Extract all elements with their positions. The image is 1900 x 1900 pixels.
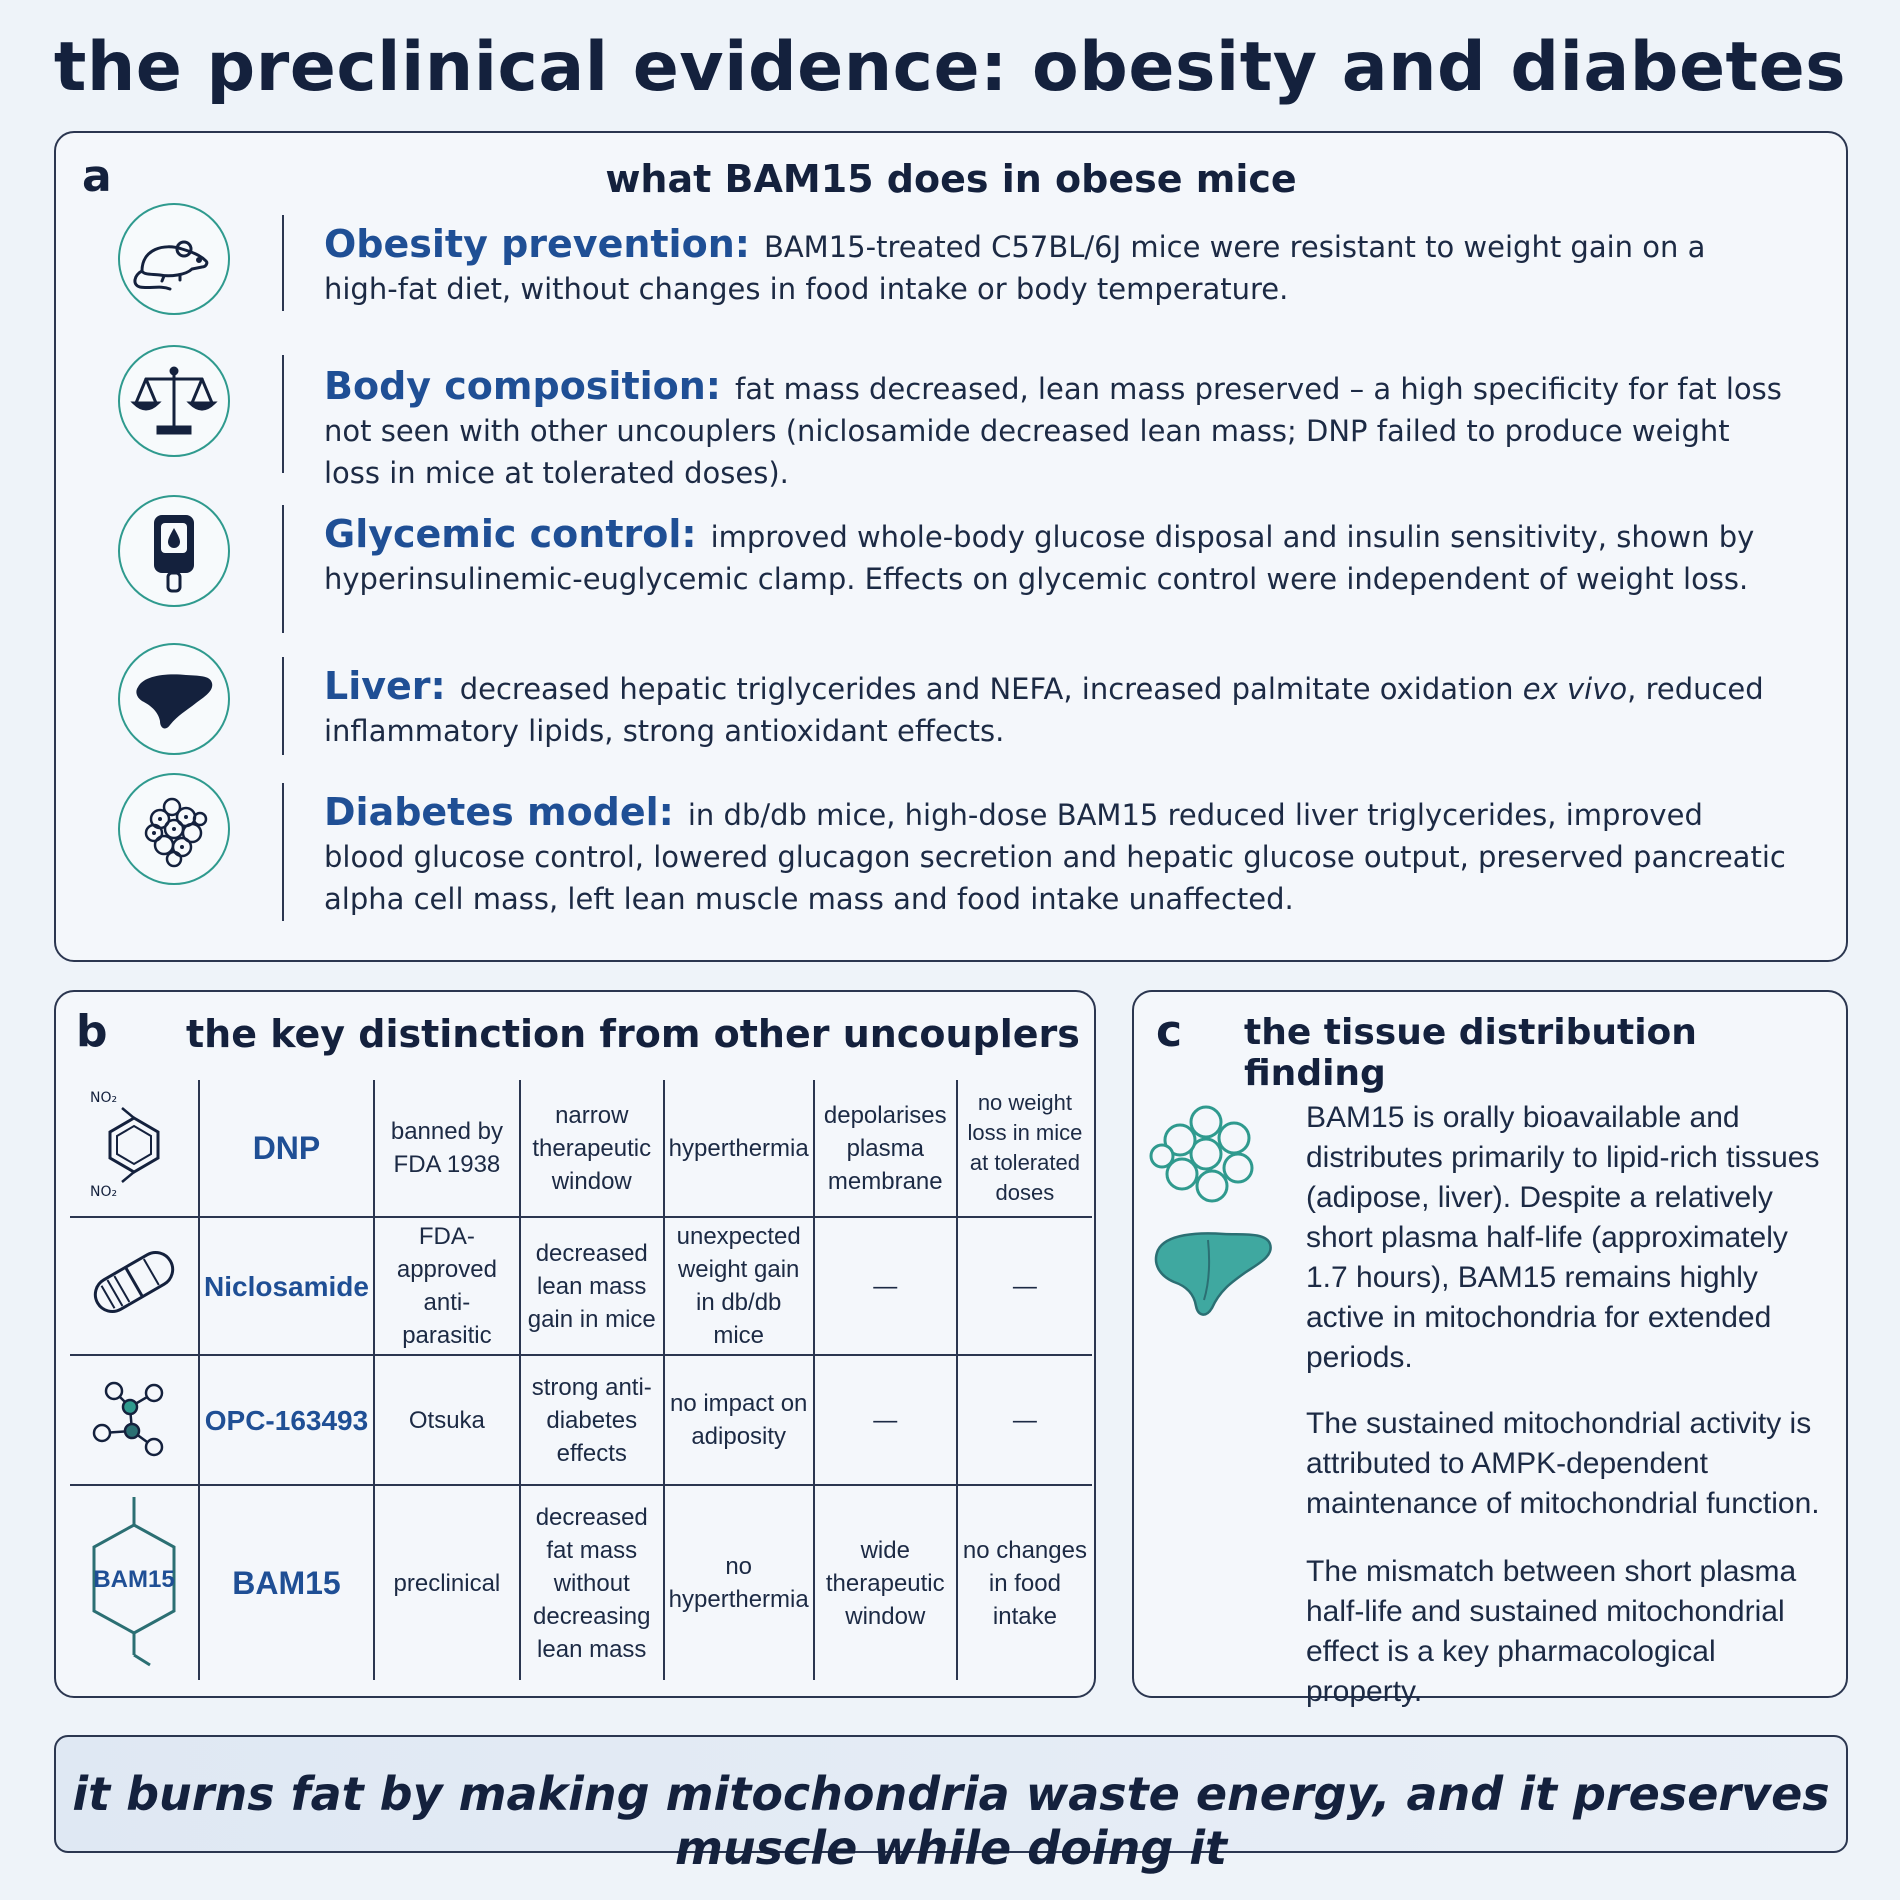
finding-label: Body composition: — [324, 364, 721, 408]
drug-name: DNP — [198, 1080, 375, 1218]
finding-body: BAM15-treated C57BL/6J mice were resista… — [324, 230, 1706, 306]
table-cell: no hyperthermia — [662, 1484, 815, 1680]
finding-diabetes-model: Diabetes model: in db/db mice, high-dose … — [56, 773, 1846, 923]
drug-name: BAM15 — [198, 1484, 375, 1680]
table-cell: — — [955, 1216, 1092, 1356]
finding-text: Obesity prevention: BAM15-treated C57BL/6… — [324, 223, 1786, 310]
table-cell: no impact on adiposity — [662, 1354, 815, 1486]
finding-body: fat mass decreased, lean mass preserved … — [324, 372, 1782, 490]
table-cell: no changes in food intake — [955, 1484, 1092, 1680]
table-cell: wide therapeutic window — [812, 1484, 958, 1680]
finding-body: decreased hepatic triglycerides and NEFA… — [459, 672, 1523, 706]
finding-label: Diabetes model: — [324, 790, 674, 834]
panel-a-heading: what BAM15 does in obese mice — [605, 157, 1297, 201]
table-row: BAM15 BAM15 preclinical decreased fat ma… — [70, 1484, 1092, 1680]
finding-liver: Liver: decreased hepatic triglycerides an… — [56, 643, 1846, 755]
finding-label: Obesity prevention: — [324, 222, 750, 266]
finding-glycemic-control: Glycemic control: improved whole-body glu… — [56, 495, 1846, 635]
table-cell: narrow therapeutic window — [518, 1080, 665, 1218]
drug-name: OPC-163493 — [198, 1354, 375, 1486]
finding-divider — [282, 657, 284, 755]
icon-label: NO₂ — [90, 1090, 117, 1106]
panel-b: b the key distinction from other uncoupl… — [54, 990, 1096, 1698]
table-cell: FDA-approved anti-parasitic — [372, 1216, 521, 1356]
table-cell: hyperthermia — [662, 1080, 815, 1218]
bam15-structure-icon: BAM15 — [70, 1484, 200, 1680]
finding-text: Glycemic control: improved whole-body glu… — [324, 513, 1786, 600]
table-row: Niclosamide FDA-approved anti-parasitic … — [70, 1216, 1092, 1356]
finding-label: Liver: — [324, 664, 446, 708]
liver-icon — [118, 643, 230, 755]
table-cell: strong anti-diabetes effects — [518, 1354, 665, 1486]
panel-a-letter: a — [82, 151, 112, 202]
comparison-table: NO₂ NO₂ DNP banned by FDA 1938 narrow th… — [68, 1078, 1094, 1682]
icon-label: BAM15 — [93, 1566, 174, 1593]
panel-b-heading: the key distinction from other uncoupler… — [186, 1012, 1080, 1056]
finding-body-italic: ex vivo — [1522, 672, 1628, 706]
molecule-icon — [70, 1354, 200, 1486]
page-title: the preclinical evidence: obesity and di… — [53, 28, 1847, 107]
islet-cells-icon — [118, 773, 230, 885]
panel-c: c the tissue distribution finding BAM15 … — [1132, 990, 1848, 1708]
finding-text: Body composition: fat mass decreased, lea… — [324, 365, 1786, 494]
panel-c-heading: the tissue distribution finding — [1244, 1012, 1697, 1094]
table-cell: depolarises plasma membrane — [812, 1080, 958, 1218]
panel-a: a what BAM15 does in obese mice Obesity … — [54, 131, 1848, 962]
table-cell: — — [812, 1216, 958, 1356]
table-cell: — — [955, 1354, 1092, 1486]
finding-divider — [282, 355, 284, 473]
table-cell: unexpected weight gain in db/db mice — [662, 1216, 815, 1356]
scale-icon — [118, 345, 230, 457]
table-cell: no weight loss in mice at tolerated dose… — [955, 1080, 1092, 1218]
paragraph: The sustained mitochondrial activity is … — [1306, 1407, 1820, 1520]
table-row: OPC-163493 Otsuka strong anti-diabetes e… — [70, 1354, 1092, 1486]
finding-body-composition: Body composition: fat mass decreased, lea… — [56, 345, 1846, 490]
panel-b-letter: b — [76, 1006, 108, 1057]
table-cell: decreased lean mass gain in mice — [518, 1216, 665, 1356]
finding-text: Liver: decreased hepatic triglycerides an… — [324, 665, 1786, 752]
table-cell: banned by FDA 1938 — [372, 1080, 521, 1218]
table-cell: Otsuka — [372, 1354, 521, 1486]
adipose-cells-icon — [1146, 1096, 1266, 1216]
finding-divider — [282, 783, 284, 921]
mouse-icon — [118, 203, 230, 315]
table-row: NO₂ NO₂ DNP banned by FDA 1938 narrow th… — [70, 1080, 1092, 1218]
paragraph: BAM15 is orally bioavailable and distrib… — [1306, 1101, 1820, 1374]
dnp-structure-icon: NO₂ NO₂ — [70, 1080, 200, 1218]
finding-divider — [282, 505, 284, 633]
table-cell: decreased fat mass without decreasing le… — [518, 1484, 665, 1680]
drug-name: Niclosamide — [198, 1216, 375, 1356]
summary-banner: it burns fat by making mitochondria wast… — [54, 1735, 1848, 1875]
panel-c-letter: c — [1156, 1006, 1183, 1057]
table-cell: preclinical — [372, 1484, 521, 1680]
finding-body: improved whole-body glucose disposal and… — [324, 520, 1755, 596]
finding-divider — [282, 215, 284, 311]
finding-body: in db/db mice, high-dose BAM15 reduced l… — [324, 798, 1786, 916]
liver-icon — [1148, 1220, 1278, 1334]
banner-tagline: it burns fat by making mitochondria wast… — [72, 1767, 1830, 1875]
pill-capsule-icon — [70, 1216, 200, 1356]
table-cell: — — [812, 1354, 958, 1486]
paragraph: The mismatch between short plasma half-l… — [1306, 1555, 1797, 1708]
finding-obesity-prevention: Obesity prevention: BAM15-treated C57BL/6… — [56, 203, 1846, 315]
glucose-meter-icon — [118, 495, 230, 607]
finding-body-end: , reduced inflammatory lipids, strong an… — [324, 672, 1764, 748]
finding-label: Glycemic control: — [324, 512, 697, 556]
finding-text: Diabetes model: in db/db mice, high-dose … — [324, 791, 1786, 920]
icon-label: NO₂ — [90, 1184, 117, 1200]
